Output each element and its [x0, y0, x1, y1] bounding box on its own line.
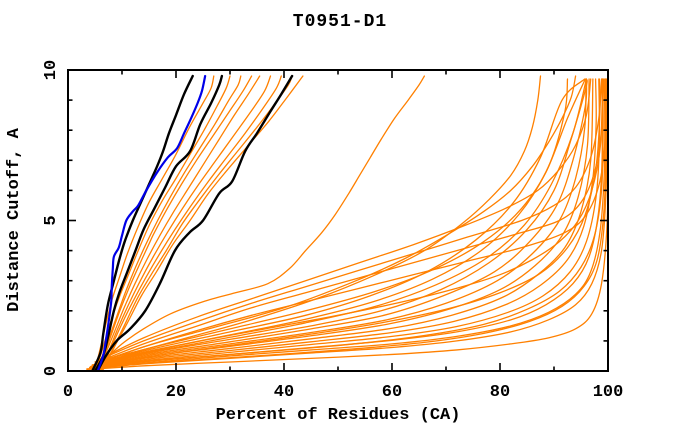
model-curve-orange-31 — [94, 78, 607, 369]
model-curve-orange-21 — [86, 78, 608, 370]
model-curve-black-1 — [91, 74, 194, 371]
chart-title: T0951-D1 — [293, 12, 387, 32]
model-curve-orange-34 — [97, 78, 586, 364]
curves-layer — [86, 74, 608, 371]
model-curve-orange-20 — [86, 78, 608, 371]
model-curve-orange-29 — [91, 78, 588, 366]
model-curve-orange-11 — [94, 75, 542, 368]
y-axis-label: Distance Cutoff, A — [5, 127, 24, 311]
model-curve-orange-04 — [96, 75, 253, 371]
model-curve-black-2 — [93, 74, 224, 371]
model-curve-orange-35 — [99, 78, 586, 363]
x-axis-label: Percent of Residues (CA) — [216, 406, 461, 425]
model-curve-orange-33 — [97, 78, 588, 365]
x-tick-label: 60 — [382, 383, 402, 402]
model-curve-orange-06 — [98, 75, 272, 371]
x-tick-label: 80 — [490, 383, 510, 402]
model-curve-orange-09 — [101, 75, 304, 371]
model-curve-orange-24 — [88, 78, 601, 369]
axis-ticks — [67, 69, 609, 372]
model-curve-orange-03 — [95, 75, 242, 371]
model-curve-orange-18 — [91, 78, 601, 368]
x-tick-label: 100 — [593, 383, 624, 402]
model-curve-orange-15 — [99, 78, 592, 360]
x-tick-label: 0 — [63, 383, 73, 402]
model-curve-orange-25 — [90, 78, 597, 368]
model-curve-orange-10 — [94, 75, 426, 371]
model-curve-orange-07 — [99, 75, 282, 371]
y-tick-label: 10 — [42, 60, 61, 80]
model-curve-orange-22 — [88, 78, 606, 370]
y-tick-label: 5 — [42, 215, 61, 225]
model-curve-orange-32 — [94, 78, 604, 368]
model-curve-black-3 — [96, 74, 294, 371]
y-tick-labels: 0 5 10 — [42, 60, 61, 376]
model-curve-orange-05 — [97, 75, 261, 371]
x-tick-label: 20 — [166, 383, 186, 402]
x-tick-label: 40 — [274, 383, 294, 402]
x-tick-labels: 0 20 40 60 80 100 — [63, 383, 623, 402]
model-curve-orange-14 — [97, 78, 603, 362]
model-curve-orange-26 — [90, 78, 594, 368]
y-tick-label: 0 — [42, 366, 61, 376]
model-curve-orange-27 — [91, 78, 590, 367]
model-curve-orange-28 — [91, 78, 587, 367]
model-curve-blue-1 — [96, 74, 207, 371]
model-curve-orange-16 — [94, 78, 607, 365]
